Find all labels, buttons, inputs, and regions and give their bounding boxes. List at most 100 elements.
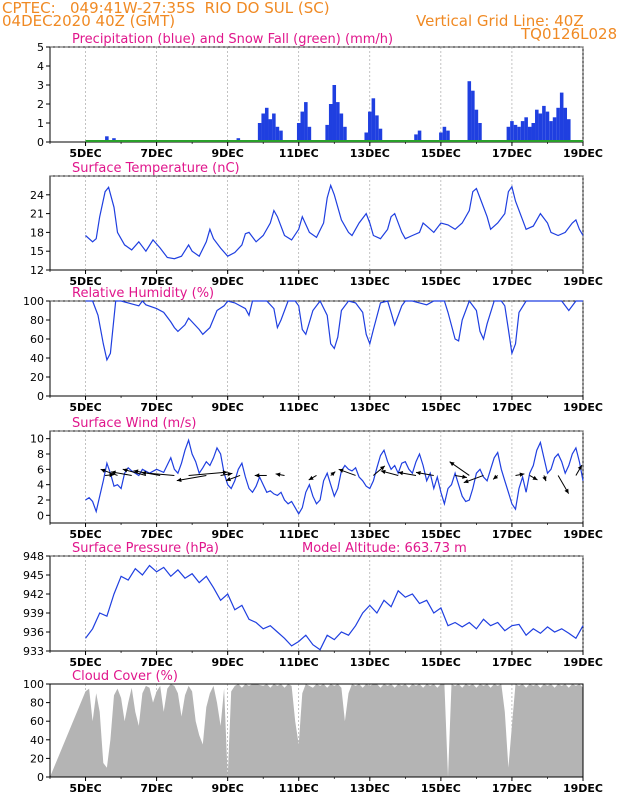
x-date-label: 9DEC: [211, 275, 243, 288]
x-date-label: 11DEC: [279, 275, 319, 288]
precip-bar: [417, 130, 422, 142]
wind-arrowhead: [133, 469, 139, 474]
wind-vector: [141, 472, 175, 476]
series-line: [85, 183, 584, 260]
precip-bar: [371, 98, 376, 142]
precip-bar: [478, 123, 482, 142]
y-tick-label: 1: [37, 117, 44, 130]
precip-bar: [264, 107, 269, 142]
x-date-label: 11DEC: [279, 528, 319, 541]
precip-bar: [339, 113, 344, 142]
wind-arrowhead: [380, 469, 386, 475]
x-date-label: 15DEC: [421, 528, 461, 541]
y-tick-label: 24: [30, 189, 44, 202]
y-tick-label: 100: [23, 678, 44, 691]
precip-bar: [105, 136, 109, 142]
cloud-area: [50, 684, 583, 777]
series-line: [85, 564, 584, 651]
precip-bar: [368, 111, 372, 142]
precip-bar: [279, 130, 283, 142]
precip-bar: [343, 126, 347, 142]
precip-bar: [307, 126, 312, 142]
wind-arrowhead: [564, 488, 569, 494]
x-date-label: 15DEC: [421, 656, 461, 669]
y-tick-label: 18: [30, 226, 44, 239]
panel-frame: [49, 46, 584, 143]
precip-bar: [510, 121, 514, 142]
wind-arrowhead: [122, 468, 128, 473]
precip-bar: [563, 107, 568, 142]
precip-bar: [304, 102, 308, 142]
x-date-label: 7DEC: [140, 275, 172, 288]
x-date-label: 5DEC: [69, 782, 101, 795]
precip-bar: [336, 102, 340, 142]
y-tick-label: 21: [30, 208, 44, 221]
precip-bar: [364, 132, 369, 142]
y-tick-label: 5: [37, 41, 44, 54]
precip-bar: [538, 113, 543, 142]
wind-vector: [188, 471, 228, 476]
wind-arrowhead: [227, 472, 233, 477]
wind-arrowhead: [275, 472, 281, 477]
x-date-label: 19DEC: [563, 275, 603, 288]
x-date-label: 15DEC: [421, 147, 461, 160]
precip-bar: [567, 119, 571, 142]
wind-arrowhead: [577, 465, 582, 471]
y-tick-label: 0: [37, 136, 44, 149]
y-tick-label: 933: [23, 645, 44, 658]
y-tick-label: 4: [37, 60, 44, 73]
series-line: [85, 438, 584, 515]
y-tick-label: 2: [37, 494, 44, 507]
x-date-label: 13DEC: [350, 147, 390, 160]
panel-title: Surface Wind (m/s): [72, 416, 196, 431]
precip-bar: [272, 113, 276, 142]
x-date-label: 17DEC: [492, 401, 532, 414]
x-date-label: 19DEC: [563, 401, 603, 414]
wind-arrowhead: [141, 470, 147, 476]
y-tick-label: 0: [37, 390, 44, 403]
x-date-label: 15DEC: [421, 275, 461, 288]
wind-arrowhead: [226, 477, 231, 482]
wind-arrowhead: [542, 476, 547, 482]
x-date-label: 17DEC: [492, 147, 532, 160]
precip-bar: [257, 123, 262, 142]
x-date-label: 9DEC: [211, 656, 243, 669]
y-tick-label: 80: [30, 697, 44, 710]
precip-bar: [535, 109, 539, 142]
y-tick-label: 939: [23, 607, 44, 620]
precip-bar: [446, 130, 450, 142]
y-tick-label: 20: [30, 752, 44, 765]
wind-arrowhead: [100, 468, 106, 473]
x-date-label: 13DEC: [350, 275, 390, 288]
precip-bar: [506, 126, 511, 142]
y-tick-label: 3: [37, 79, 44, 92]
x-date-label: 13DEC: [350, 401, 390, 414]
precip-bar: [531, 123, 536, 142]
station-header: CPTEC: 049:41W-27:35S RIO DO SUL (SC): [2, 0, 330, 17]
y-tick-label: 942: [23, 588, 44, 601]
x-date-label: 11DEC: [279, 656, 319, 669]
x-date-label: 7DEC: [140, 401, 172, 414]
precip-bar: [296, 123, 301, 142]
wind-arrowhead: [330, 471, 336, 477]
wind-vector: [176, 474, 207, 482]
x-date-label: 19DEC: [563, 147, 603, 160]
panel-title: Relative Humidity (%): [72, 286, 214, 301]
precip-bar: [474, 109, 479, 142]
x-date-label: 17DEC: [492, 528, 532, 541]
precip-bar: [556, 107, 560, 142]
y-tick-label: 60: [30, 333, 44, 346]
x-date-label: 15DEC: [421, 782, 461, 795]
x-date-label: 7DEC: [140, 782, 172, 795]
precip-bar: [375, 115, 379, 142]
y-tick-label: 0: [37, 509, 44, 522]
y-tick-label: 8: [37, 448, 44, 461]
precip-bar: [513, 124, 518, 142]
precip-bar: [467, 81, 472, 142]
panel-frame: [49, 555, 584, 652]
panel-4: [46, 430, 584, 527]
precip-bar: [332, 85, 337, 142]
y-tick-label: 4: [37, 479, 44, 492]
x-date-label: 19DEC: [563, 656, 603, 669]
